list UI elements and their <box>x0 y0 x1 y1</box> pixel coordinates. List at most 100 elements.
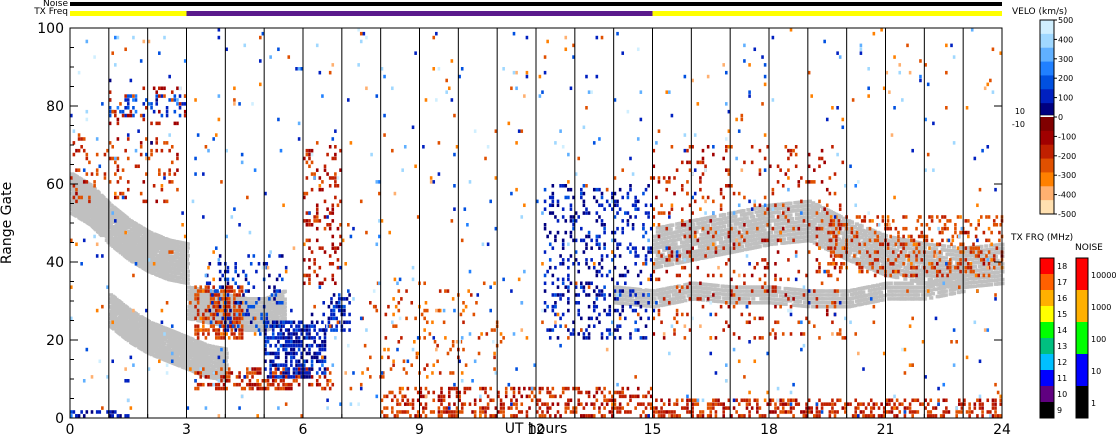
ground-scatter-cell <box>764 216 769 220</box>
ground-scatter-cell <box>224 363 229 367</box>
ground-scatter-cell <box>275 315 280 320</box>
ground-scatter-cell <box>210 344 215 349</box>
ground-scatter-cell <box>279 314 284 318</box>
ground-scatter-cell <box>770 215 775 219</box>
ground-scatter-cell <box>859 224 864 228</box>
ground-scatter-cell <box>78 204 83 209</box>
ground-scatter-cell <box>269 310 274 315</box>
ground-scatter-cell <box>212 376 217 380</box>
ground-scatter-cell <box>942 244 947 248</box>
ground-scatter-cell <box>108 226 113 230</box>
ground-scatter-cell <box>722 212 727 217</box>
ground-scatter-cell <box>86 217 91 221</box>
ground-scatter-cell <box>667 294 672 298</box>
ground-scatter-cell <box>160 333 165 338</box>
ground-scatter-cell <box>157 254 162 258</box>
ground-scatter-cell <box>185 246 190 250</box>
ground-scatter-cell <box>169 356 174 361</box>
ground-scatter-cell <box>133 241 138 246</box>
ground-scatter-cell <box>235 310 240 315</box>
ground-scatter-cell <box>141 242 146 247</box>
ground-scatter-cell <box>186 363 191 367</box>
ground-scatter-cell <box>173 338 178 343</box>
ground-scatter-cell <box>781 237 787 241</box>
ground-scatter-cell <box>744 216 749 220</box>
ground-scatter-cell <box>678 237 683 241</box>
ground-scatter-cell <box>105 227 110 232</box>
ground-scatter-cell <box>74 209 79 214</box>
ground-scatter-cell <box>157 265 162 270</box>
ground-scatter-cell <box>136 317 141 322</box>
ground-scatter-cell <box>186 285 191 289</box>
ground-scatter-cell <box>134 246 139 250</box>
ground-scatter-cell <box>722 224 727 229</box>
ground-scatter-cell <box>131 330 136 334</box>
ground-scatter-cell <box>163 338 168 342</box>
ground-scatter-cell <box>103 209 108 214</box>
ground-scatter-cell <box>751 214 756 219</box>
ground-scatter-cell <box>658 237 664 241</box>
ground-scatter-cell <box>175 255 180 260</box>
ground-scatter-cell <box>188 305 194 309</box>
ground-scatter-cell <box>185 254 190 258</box>
ground-scatter-cell <box>211 368 216 372</box>
ground-scatter-cell <box>773 242 778 246</box>
ground-scatter-cell <box>127 230 132 234</box>
ground-scatter-cell <box>258 324 263 328</box>
ground-scatter-cell <box>73 189 78 194</box>
ground-scatter-cell <box>144 338 149 342</box>
ground-scatter-cell <box>99 233 105 238</box>
ground-scatter-cell <box>112 303 117 308</box>
ground-scatter-cell <box>211 360 216 365</box>
ground-scatter-cell <box>75 179 80 184</box>
ground-scatter-cell <box>197 311 202 315</box>
ground-scatter-cell <box>248 301 253 305</box>
ground-scatter-cell <box>188 356 193 360</box>
ground-scatter-cell <box>202 342 207 347</box>
ground-scatter-cell <box>118 304 123 309</box>
noise-row-label: Noise <box>43 0 68 9</box>
ground-scatter-cell <box>733 226 738 230</box>
ground-scatter-cell <box>163 260 168 265</box>
ground-scatter-cell <box>224 355 229 359</box>
ground-scatter-cell <box>901 257 906 261</box>
ground-scatter-cell <box>733 214 738 219</box>
ground-scatter-cell <box>121 229 126 234</box>
ground-scatter-cell <box>124 317 129 321</box>
ground-scatter-cell <box>903 249 908 254</box>
ground-scatter-cell <box>282 297 287 301</box>
ground-scatter-cell <box>270 302 275 306</box>
ground-scatter-cell <box>135 340 140 345</box>
ground-scatter-cell <box>131 260 136 264</box>
ground-scatter-cell <box>197 307 202 311</box>
ground-scatter-cell <box>172 259 177 263</box>
txfreq-segment <box>186 11 653 16</box>
ground-scatter-cell <box>159 340 164 345</box>
ground-scatter-cell <box>84 196 89 201</box>
txfreq-segment <box>652 11 1002 16</box>
ground-scatter-cell <box>218 350 224 354</box>
ground-scatter-cell <box>117 230 122 234</box>
ground-scatter-cell <box>198 299 203 304</box>
ground-scatter-cell <box>123 226 128 231</box>
ground-scatter-cell <box>182 338 187 342</box>
ground-scatter-cell <box>749 211 754 215</box>
ground-scatter-cell <box>156 355 161 359</box>
ground-scatter-cell <box>111 232 116 237</box>
ground-scatter-cell <box>140 323 145 328</box>
ground-scatter-cell <box>210 290 215 294</box>
ground-scatter-cell <box>204 354 209 359</box>
status-rows: Noise TX Freq <box>33 0 1002 17</box>
ground-scatter-cell <box>229 301 234 306</box>
ground-scatter-cell <box>153 252 158 257</box>
ground-scatter-cell <box>718 236 723 241</box>
ground-scatter-cell <box>96 191 101 195</box>
ground-scatter-cell <box>185 269 190 274</box>
ground-scatter-cell <box>681 295 686 299</box>
ground-scatter-cell <box>686 243 691 248</box>
ground-scatter-cell <box>757 244 762 249</box>
ground-scatter-cell <box>788 201 793 206</box>
ground-scatter-cell <box>92 210 97 215</box>
